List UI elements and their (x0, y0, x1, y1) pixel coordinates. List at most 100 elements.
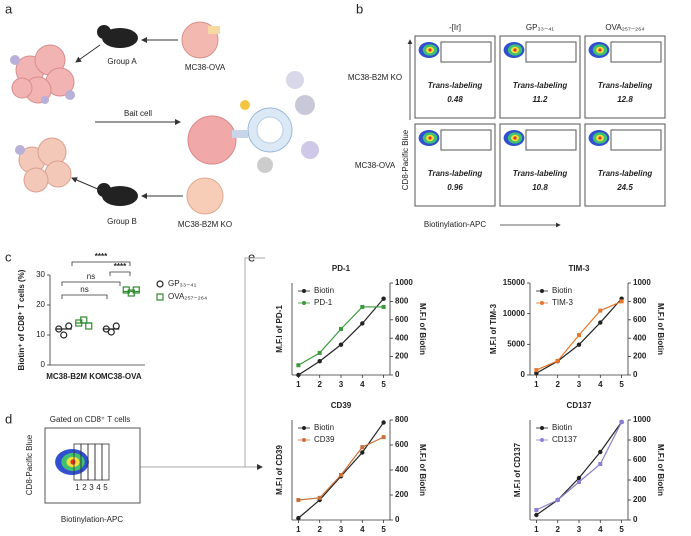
x-tick-label: 3 (577, 525, 582, 534)
axis-label: M.F.I of Biotin (418, 444, 427, 496)
point (598, 449, 603, 455)
point (296, 515, 301, 521)
point (576, 475, 582, 481)
axis-label: Biotinylation-APC (61, 515, 123, 524)
y2-tick-label: 800 (633, 297, 647, 306)
gate-label: 1 (75, 483, 80, 492)
x-tick-label: 4 (598, 380, 603, 389)
series-line (298, 298, 385, 376)
y2-tick-label: 600 (633, 455, 647, 464)
x-tick-label: 2 (317, 380, 322, 389)
legend-marker (540, 438, 544, 442)
legend-label: CD39 (314, 435, 335, 444)
row-label: MC38-B2M KO (348, 73, 402, 82)
x-tick-label: 1 (296, 380, 301, 389)
y2-tick-label: 800 (395, 415, 409, 424)
y2-tick-label: 800 (633, 435, 647, 444)
point (381, 296, 386, 301)
y-tick-label: 0 (41, 360, 46, 369)
point (534, 508, 539, 512)
legend-label: GP₃₃₋₄₁ (168, 279, 197, 288)
gate (610, 129, 662, 151)
y2-tick-label: 0 (395, 370, 400, 379)
gate-label: 2 (82, 483, 87, 492)
y2-tick-label: 200 (633, 495, 647, 504)
group-label: Group A (107, 57, 137, 66)
legend-label: Biotin (552, 423, 572, 432)
x-tick-label: 4 (360, 525, 365, 534)
y2-tick-label: 600 (395, 315, 409, 324)
cell-label: Trans-labeling (428, 81, 483, 90)
column-header: -[Ir] (449, 23, 461, 32)
point (381, 304, 386, 309)
legend-label: TIM-3 (552, 298, 573, 307)
gate (440, 129, 492, 151)
y-tick-label: 0 (521, 370, 526, 379)
dot (65, 322, 73, 330)
series-line (536, 421, 623, 516)
axis-label: M.F.I of PD-1 (275, 305, 284, 353)
panel-label: e (248, 249, 255, 264)
point (338, 342, 344, 347)
legend-marker (302, 426, 306, 430)
density (598, 48, 602, 52)
bracket (71, 261, 131, 266)
y-tick-label: 15000 (503, 278, 526, 287)
x-tick-label: 4 (360, 380, 365, 389)
dot (112, 322, 120, 330)
group-label: Group B (107, 217, 137, 226)
dot (132, 286, 140, 294)
point (381, 435, 386, 440)
point (555, 358, 560, 363)
series-line (536, 421, 623, 511)
x-tick-label: 1 (534, 380, 539, 389)
x-tick-label: 1 (534, 525, 539, 534)
density (598, 136, 602, 140)
point (296, 363, 301, 368)
point (360, 321, 365, 326)
cell-label: Trans-labeling (513, 169, 568, 178)
point (534, 512, 539, 518)
row-label: MC38-OVA (355, 161, 396, 170)
bracket (61, 281, 121, 286)
x-tick-label: MC38-OVA (101, 372, 142, 381)
x-tick-label: 5 (619, 380, 624, 389)
x-tick-label: 2 (555, 380, 560, 389)
cell-value: 24.5 (616, 183, 633, 192)
y2-tick-label: 200 (395, 352, 409, 361)
y-tick-label: 10000 (503, 309, 526, 318)
bait-label: Bait cell (124, 109, 152, 118)
density (513, 136, 517, 140)
gate (610, 41, 662, 63)
series-line (298, 422, 385, 519)
axis-label: M.F.I of Biotin (418, 303, 427, 355)
point (534, 368, 539, 373)
point (360, 304, 365, 309)
axis-label: Biotinylation-APC (424, 220, 486, 229)
y2-tick-label: 1000 (633, 415, 651, 424)
gate-label: 5 (103, 483, 108, 492)
x-tick-label: 5 (381, 525, 386, 534)
y2-tick-label: 600 (395, 440, 409, 449)
x-tick-label: 1 (296, 525, 301, 534)
point (555, 498, 560, 502)
point (360, 450, 365, 455)
y-tick-label: 5000 (507, 339, 525, 348)
bracket (109, 271, 131, 276)
point (296, 372, 301, 378)
point (339, 473, 343, 477)
y2-tick-label: 1000 (633, 278, 651, 287)
y-tick-label: 10 (36, 330, 45, 339)
connector (140, 257, 265, 468)
cell-label: Trans-labeling (598, 169, 653, 178)
y2-tick-label: 1000 (395, 278, 413, 287)
point (339, 327, 343, 331)
panel-label: a (5, 1, 13, 16)
point (296, 498, 301, 502)
legend-label: Biotin (314, 286, 334, 295)
x-tick-label: 5 (381, 380, 386, 389)
gate-label: 4 (96, 483, 101, 492)
point (598, 308, 603, 313)
dot (107, 328, 115, 336)
cell-label: MC38-B2M KO (178, 220, 232, 229)
